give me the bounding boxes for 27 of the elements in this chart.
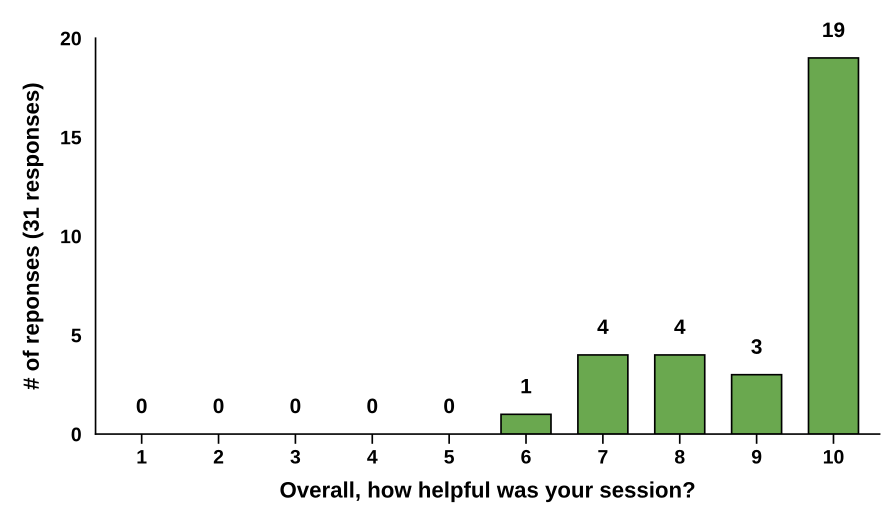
- data-label: 4: [597, 320, 609, 334]
- y-tick-label: 10: [61, 230, 81, 244]
- data-label: 1: [522, 378, 532, 394]
- x-axis-title: Overall, how helpful was your session?: [280, 481, 694, 502]
- data-label: 19: [823, 22, 844, 38]
- x-tick-label: 1: [137, 450, 147, 464]
- x-tick-label: 5: [444, 450, 454, 464]
- y-tick-label: 0: [72, 428, 81, 442]
- x-tick-label: 3: [290, 450, 300, 464]
- data-label: 0: [214, 398, 224, 414]
- x-tick-label: 7: [598, 450, 608, 464]
- y-tick-label: 20: [60, 32, 81, 46]
- x-tick-label: 2: [214, 450, 224, 464]
- y-axis-title: # of reponses (31 responses): [22, 83, 44, 390]
- x-tick-label: 6: [521, 450, 531, 464]
- data-label: 3: [751, 339, 762, 354]
- x-tick-label: 8: [674, 450, 685, 464]
- y-tick-label: 15: [61, 130, 82, 144]
- data-label: 4: [674, 320, 686, 334]
- data-label: 0: [136, 398, 147, 414]
- x-tick-label: 10: [824, 450, 844, 464]
- data-label: 0: [367, 398, 378, 414]
- y-tick-label: 5: [71, 328, 82, 342]
- x-tick-label: 4: [367, 450, 378, 464]
- data-label: 0: [290, 398, 300, 414]
- x-tick-label: 9: [752, 450, 762, 464]
- data-label: 0: [444, 398, 454, 414]
